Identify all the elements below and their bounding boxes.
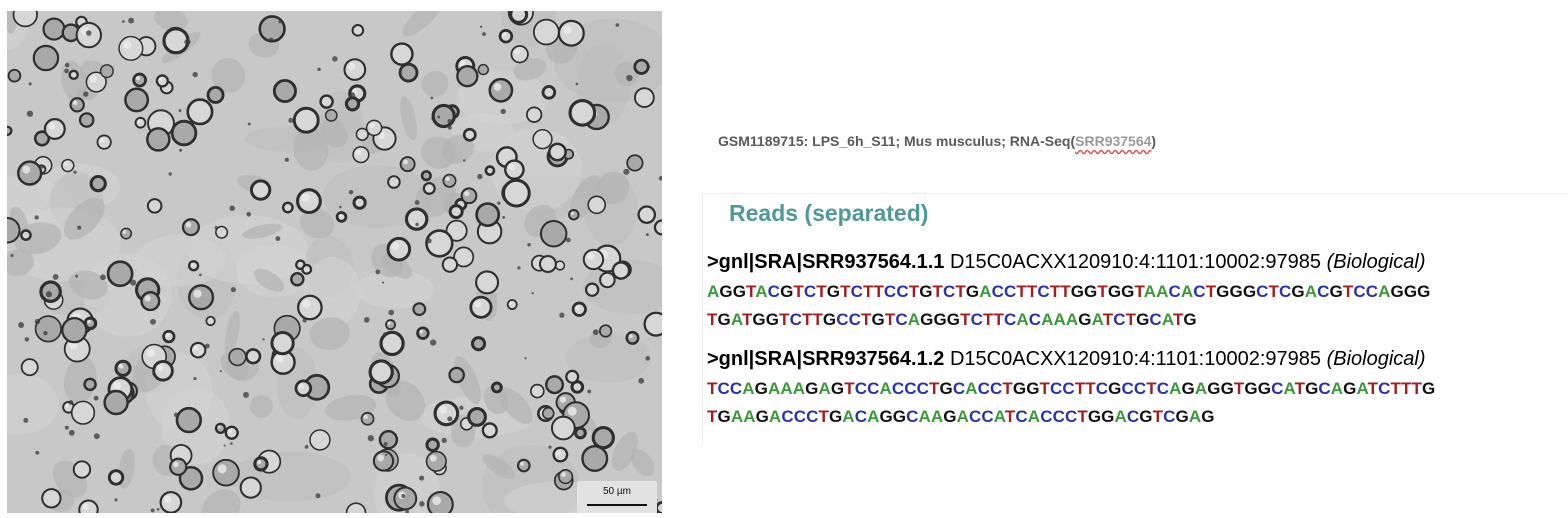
read-note: (Biological) bbox=[1326, 251, 1426, 273]
scale-bar-line bbox=[587, 504, 647, 506]
micrograph-image bbox=[7, 11, 662, 513]
sample-title: GSM1189715: LPS_6h_S11; Mus musculus; RN… bbox=[718, 133, 1156, 149]
reads-heading: Reads (separated) bbox=[729, 200, 929, 226]
read-2-sequence-line-1: TCCAGAAAGAGTCCACCCTGCACCTGGTCCTTCGCCTCAG… bbox=[707, 379, 1436, 398]
scale-bar: 50 µm bbox=[577, 481, 657, 513]
read-id: >gnl|SRA|SRR937564.1.1 bbox=[707, 251, 945, 273]
accession-link[interactable]: SRR937564 bbox=[1075, 133, 1152, 149]
read-header-2: >gnl|SRA|SRR937564.1.2 D15C0ACXX120910:4… bbox=[707, 348, 1426, 371]
read-spot: D15C0ACXX120910:4:1101:10002:97985 bbox=[949, 348, 1322, 370]
cell-micrograph: 50 µm bbox=[7, 11, 662, 513]
read-spot: D15C0ACXX120910:4:1101:10002:97985 bbox=[949, 251, 1322, 273]
scale-bar-label: 50 µm bbox=[603, 486, 631, 497]
read-note: (Biological) bbox=[1326, 348, 1426, 370]
sample-title-text: GSM1189715: LPS_6h_S11; Mus musculus; RN… bbox=[718, 133, 1071, 149]
read-id: >gnl|SRA|SRR937564.1.2 bbox=[707, 348, 945, 370]
read-1-sequence-line-2: TGATGGTCTTGCCTGTCAGGGTCTTCACAAAGATCTGCAT… bbox=[707, 310, 1197, 329]
accession-open-paren: ( bbox=[1070, 133, 1076, 149]
reads-panel: Reads (separated) >gnl|SRA|SRR937564.1.1… bbox=[702, 193, 1568, 444]
read-1-sequence-line-1: AGGTACGTCTGTCTTCCTGTCTGACCTTCTTGGTGGTAAC… bbox=[707, 282, 1431, 301]
read-header-1: >gnl|SRA|SRR937564.1.1 D15C0ACXX120910:4… bbox=[707, 251, 1426, 274]
read-2-sequence-line-2: TGAAGACCCTGACAGGCAAGACCATCACCCTGGACGTCGA… bbox=[707, 407, 1215, 426]
accession-close-paren: ) bbox=[1151, 133, 1157, 149]
